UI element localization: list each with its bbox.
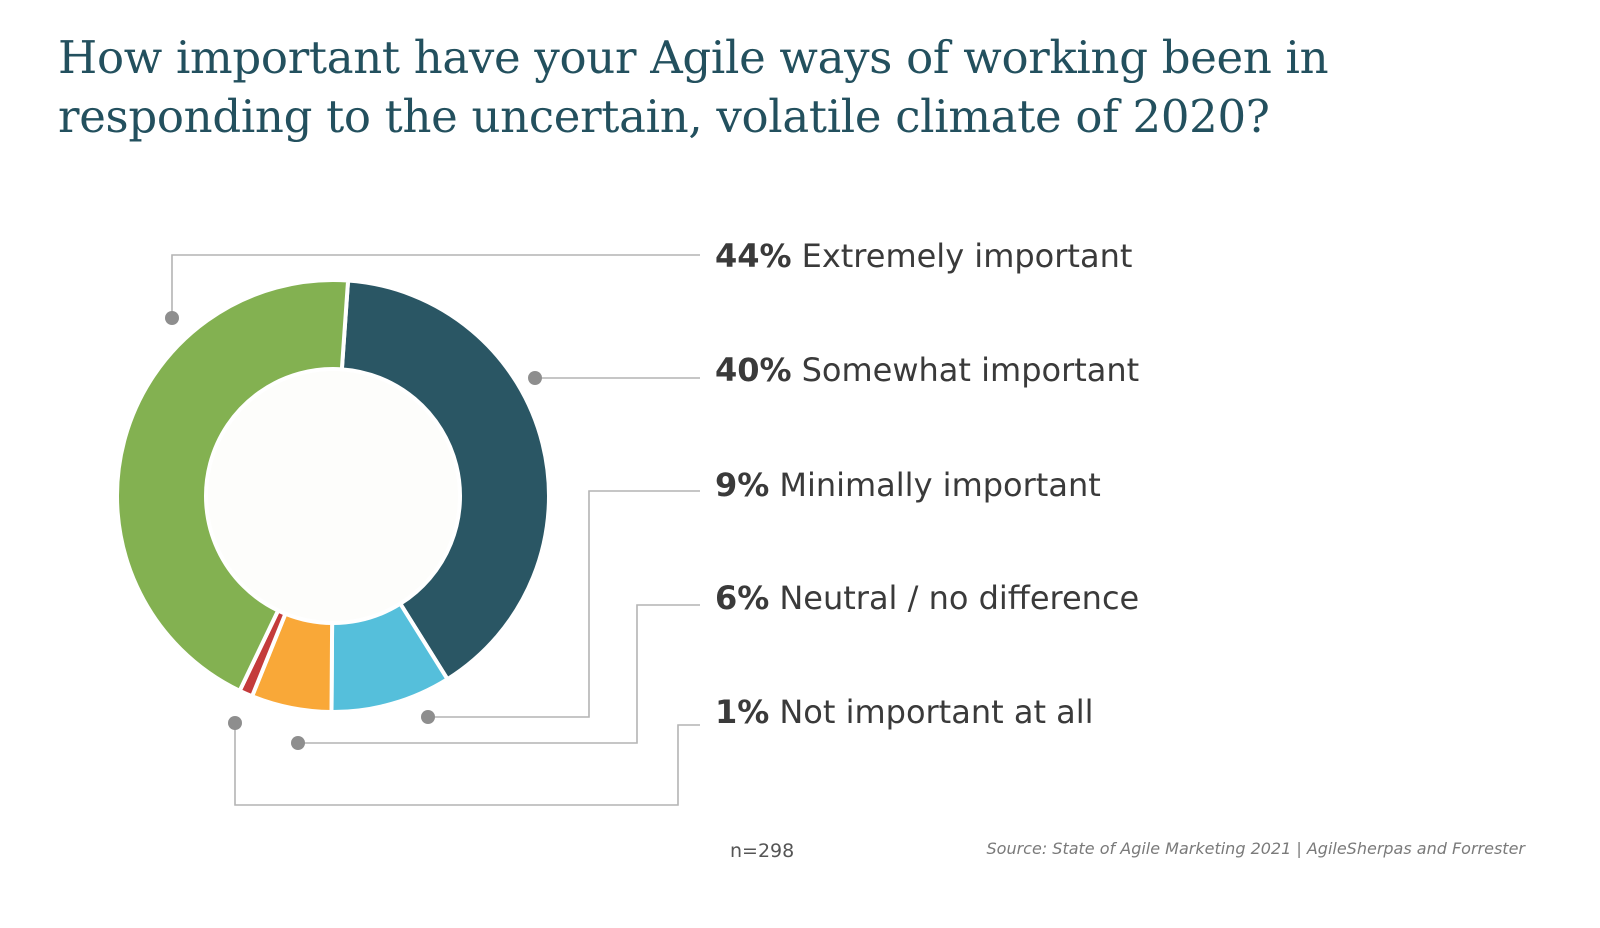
legend-label: Extremely important xyxy=(801,237,1133,275)
sample-size: n=298 xyxy=(730,840,795,862)
legend-item-not-important: 1% Not important at all xyxy=(715,692,1094,732)
legend-item-somewhat-important: 40% Somewhat important xyxy=(715,350,1139,390)
leader-dot-extremely-important xyxy=(165,311,179,325)
legend-item-minimally-important: 9% Minimally important xyxy=(715,465,1101,505)
leader-line-not-important xyxy=(234,723,700,806)
slice-somewhat-important xyxy=(339,278,551,682)
legend-label: Not important at all xyxy=(779,693,1094,731)
chart-title: How important have your Agile ways of wo… xyxy=(58,31,1329,143)
leader-line-neutral xyxy=(298,604,700,744)
legend-item-neutral: 6% Neutral / no difference xyxy=(715,578,1139,618)
legend-label: Neutral / no difference xyxy=(779,579,1140,617)
legend-label: Minimally important xyxy=(779,466,1101,504)
leader-dot-not-important xyxy=(228,716,242,730)
source-note: Source: State of Agile Marketing 2021 | … xyxy=(986,839,1525,858)
legend-item-extremely-important: 44% Extremely important xyxy=(715,236,1132,276)
legend-value: 44% xyxy=(715,237,792,275)
leader-dot-minimally-important xyxy=(421,710,435,724)
legend-value: 1% xyxy=(715,693,770,731)
donut-hole xyxy=(208,371,458,621)
leader-dot-neutral xyxy=(291,736,305,750)
legend-label: Somewhat important xyxy=(801,351,1140,389)
legend-value: 9% xyxy=(715,466,770,504)
leader-line-minimally-important xyxy=(428,490,700,718)
legend-value: 6% xyxy=(715,579,770,617)
legend-value: 40% xyxy=(715,351,792,389)
leader-line-extremely-important xyxy=(171,254,700,318)
slice-extremely-important xyxy=(115,278,351,694)
leader-dot-somewhat-important xyxy=(528,371,542,385)
